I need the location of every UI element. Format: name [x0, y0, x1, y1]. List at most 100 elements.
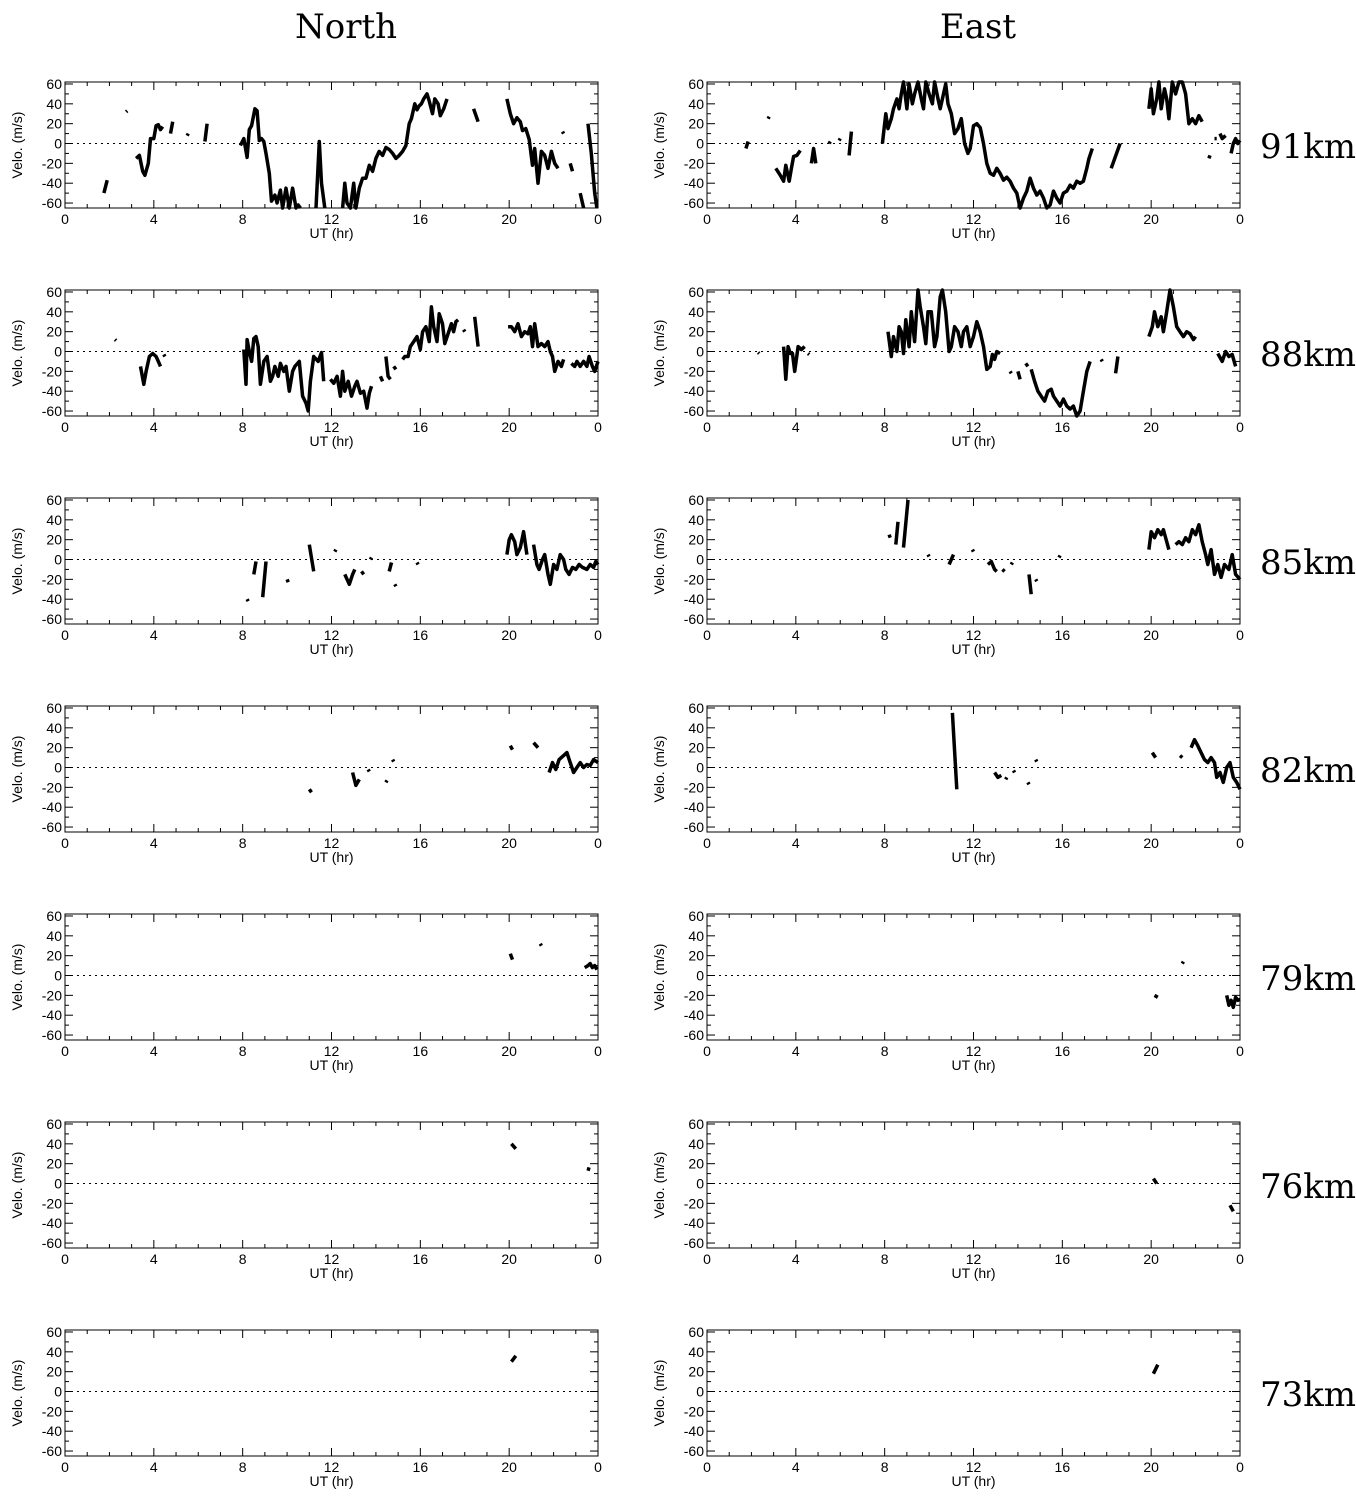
x-tick-label: 20 [1143, 419, 1159, 435]
series-segment [508, 953, 515, 961]
series-segment [806, 352, 811, 356]
x-tick-label: 0 [61, 211, 69, 227]
y-tick-label: 0 [54, 760, 62, 776]
panel-east-82km: 0 4 8 12 16 20 0 60 40 20 0 -20 -40 -60 UT (hr) Velo. (… [651, 700, 1244, 865]
x-tick-label: 12 [324, 627, 340, 643]
x-tick-label: 20 [501, 835, 517, 851]
y-tick-label: -20 [684, 987, 704, 1003]
y-tick-label: 60 [46, 1324, 62, 1340]
series-segment [472, 316, 480, 347]
x-tick-label: 0 [1236, 1459, 1244, 1475]
y-tick-label: -20 [42, 1403, 62, 1419]
series-segment [578, 192, 586, 209]
x-tick-label: 16 [413, 211, 429, 227]
series-segment [168, 121, 175, 134]
x-tick-label: 20 [501, 1043, 517, 1059]
x-tick-label: 8 [239, 419, 247, 435]
y-axis-title: Velo. (m/s) [651, 1152, 667, 1219]
y-tick-label: 40 [688, 720, 704, 736]
y-tick-label: 40 [688, 928, 704, 944]
series-segment [260, 561, 268, 598]
altitude-label: 73km [1260, 1375, 1356, 1415]
y-tick-label: -40 [42, 1423, 62, 1439]
series-segment [1178, 754, 1184, 759]
x-tick-label: 0 [61, 1251, 69, 1267]
series-segment [307, 544, 316, 572]
plot-frame [706, 913, 1241, 1041]
x-axis-title: UT (hr) [309, 1473, 353, 1489]
series-segment [950, 712, 959, 790]
series-segment [1153, 993, 1159, 999]
series-segment [393, 583, 398, 588]
series-segment [401, 305, 460, 361]
x-tick-label: 0 [703, 627, 711, 643]
series-segment [986, 559, 998, 573]
y-tick-label: 40 [46, 1344, 62, 1360]
column-title-north: North [295, 7, 397, 47]
plot-frame [64, 705, 599, 833]
y-tick-label: 40 [46, 928, 62, 944]
altitude-label: 85km [1260, 543, 1356, 583]
x-tick-label: 0 [1236, 627, 1244, 643]
series-segment [1009, 561, 1014, 566]
x-tick-label: 0 [594, 419, 602, 435]
series-segment [138, 351, 163, 387]
series-segment [1004, 776, 1009, 781]
x-tick-label: 8 [239, 627, 247, 643]
x-tick-label: 8 [881, 1459, 889, 1475]
x-tick-label: 4 [150, 211, 158, 227]
x-axis-title: UT (hr) [951, 849, 995, 865]
y-tick-label: -60 [684, 1443, 704, 1459]
series-segment [1147, 80, 1204, 126]
series-segment [560, 130, 566, 135]
y-tick-label: 60 [46, 492, 62, 508]
y-tick-label: -60 [42, 195, 62, 211]
x-tick-label: 4 [792, 419, 800, 435]
y-axis-title: Velo. (m/s) [9, 1152, 25, 1219]
plot-frame [706, 497, 1241, 625]
series-segment [887, 534, 892, 539]
series-segment [505, 98, 560, 185]
x-tick-label: 20 [501, 211, 517, 227]
y-tick-label: -20 [42, 1195, 62, 1211]
series-segment [1216, 349, 1238, 367]
x-tick-label: 0 [594, 835, 602, 851]
plot-frame [706, 705, 1241, 833]
y-axis-title: Velo. (m/s) [9, 320, 25, 387]
series-segment [185, 132, 190, 137]
series-segment [1034, 758, 1039, 763]
series-segment [809, 146, 818, 164]
series-segment [586, 123, 599, 209]
series-segment [1224, 995, 1241, 1010]
x-axis-title: UT (hr) [951, 1057, 995, 1073]
series-segment [781, 344, 806, 382]
y-tick-label: 60 [46, 908, 62, 924]
series-segment [471, 108, 480, 123]
x-tick-label: 20 [1143, 835, 1159, 851]
series-segment [1189, 737, 1242, 791]
series-segment [329, 369, 374, 410]
x-tick-label: 0 [1236, 419, 1244, 435]
x-tick-label: 16 [413, 1459, 429, 1475]
series-segment [547, 750, 599, 775]
series-segment [1016, 370, 1022, 380]
series-segment [1147, 527, 1171, 551]
y-axis-title: Velo. (m/s) [9, 1360, 25, 1427]
x-tick-label: 12 [324, 835, 340, 851]
series-segment [1109, 142, 1122, 169]
series-segment [391, 758, 396, 763]
x-tick-label: 0 [1236, 835, 1244, 851]
x-tick-label: 0 [61, 627, 69, 643]
panel-east-91km: 0 4 8 12 16 20 0 60 40 20 0 -20 -40 -60 UT (hr) Velo. (… [651, 76, 1244, 241]
series-segment [1113, 356, 1120, 374]
x-tick-label: 20 [1143, 1043, 1159, 1059]
y-tick-label: 0 [696, 136, 704, 152]
y-tick-label: -40 [684, 175, 704, 191]
y-tick-label: 60 [688, 76, 704, 92]
x-tick-label: 0 [61, 1043, 69, 1059]
y-tick-label: -40 [684, 591, 704, 607]
series-segment [583, 961, 599, 971]
x-tick-label: 4 [792, 211, 800, 227]
x-tick-label: 16 [1055, 419, 1071, 435]
